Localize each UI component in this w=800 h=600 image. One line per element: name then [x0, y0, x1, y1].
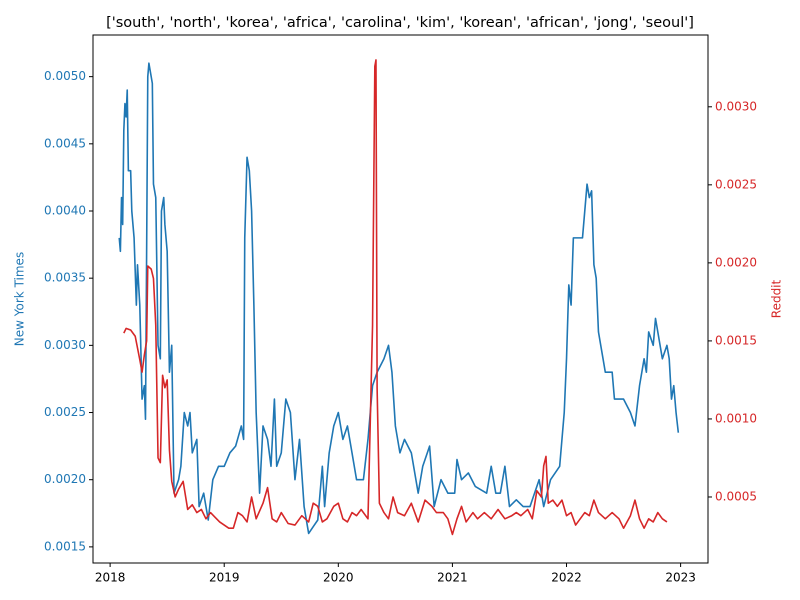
- plot-frame: [92, 34, 709, 564]
- x-tick-label: 2023: [665, 571, 696, 585]
- x-tick-label: 2018: [95, 571, 126, 585]
- y-tick-label: 0.0020: [44, 472, 86, 486]
- y-tick-label: 0.0035: [44, 271, 86, 285]
- y-axis-label: New York Times: [13, 252, 27, 346]
- x-tick-label: 2019: [209, 571, 240, 585]
- y2-tick-label: 0.0005: [715, 489, 757, 503]
- y-tick-label: 0.0015: [44, 539, 86, 553]
- y-tick-label: 0.0050: [44, 69, 86, 83]
- y-tick-label: 0.0040: [44, 204, 86, 218]
- y-tick-label: 0.0045: [44, 136, 86, 150]
- series-line: [118, 62, 680, 535]
- y2-tick-label: 0.0010: [715, 411, 757, 425]
- series-line: [123, 59, 668, 536]
- y-tick-label: 0.0030: [44, 338, 86, 352]
- x-tick-label: 2020: [323, 571, 354, 585]
- y-tick-label: 0.0025: [44, 405, 86, 419]
- y2-tick-label: 0.0015: [715, 333, 757, 347]
- chart-title: ['south', 'north', 'korea', 'africa', 'c…: [106, 15, 694, 31]
- x-tick-label: 2022: [551, 571, 582, 585]
- y2-tick-label: 0.0025: [715, 177, 757, 191]
- y2-tick-label: 0.0030: [715, 99, 757, 113]
- y2-axis-label: Reddit: [770, 279, 784, 318]
- y2-tick-label: 0.0020: [715, 255, 757, 269]
- x-tick-label: 2021: [437, 571, 468, 585]
